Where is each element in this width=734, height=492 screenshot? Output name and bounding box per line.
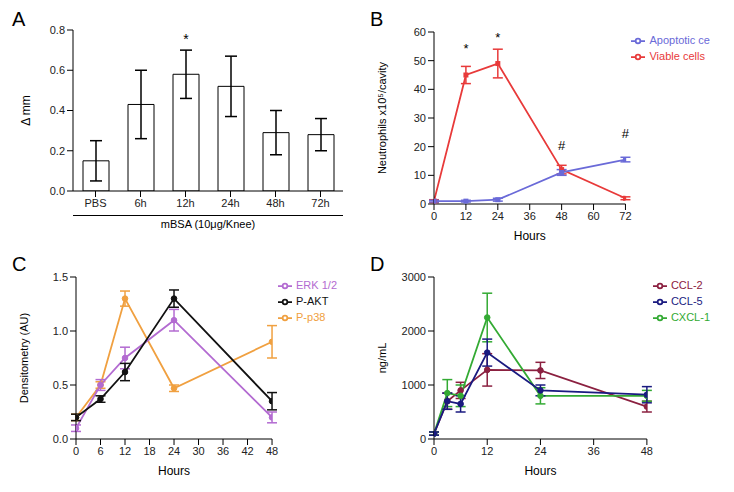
svg-text:1000: 1000 — [402, 379, 426, 391]
svg-text:24h: 24h — [221, 197, 239, 209]
svg-text:24: 24 — [534, 445, 546, 457]
svg-text:30: 30 — [192, 445, 204, 457]
svg-text:Densitometry (AU): Densitometry (AU) — [18, 313, 30, 403]
html-text:C: C — [12, 253, 27, 275]
html-text:P-AKT: P-AKT — [296, 295, 329, 308]
svg-text:2000: 2000 — [402, 325, 426, 337]
svg-text:0: 0 — [431, 210, 437, 222]
svg-text:30: 30 — [414, 112, 426, 124]
html-text:mBSA (10μg/Knee): mBSA (10μg/Knee) — [160, 218, 256, 230]
svg-text:36: 36 — [588, 445, 600, 457]
html-text:ERK 1/2: ERK 1/2 — [296, 279, 337, 291]
html-text:Apoptotic ce: Apoptotic ce — [649, 34, 710, 46]
svg-text:42: 42 — [241, 445, 253, 457]
svg-text:24: 24 — [168, 445, 180, 457]
svg-text:0: 0 — [431, 445, 437, 457]
svg-text:0.4: 0.4 — [50, 104, 65, 116]
svg-text:#: # — [558, 138, 566, 153]
svg-text:*: * — [183, 31, 189, 47]
svg-text:48: 48 — [641, 445, 653, 457]
html-text:Viable cells: Viable cells — [649, 50, 705, 63]
svg-text:Hours: Hours — [524, 464, 556, 478]
svg-text:#: # — [622, 126, 630, 141]
svg-text:0: 0 — [73, 445, 79, 457]
svg-text:12h: 12h — [176, 197, 194, 209]
svg-text:3000: 3000 — [402, 271, 426, 283]
svg-text:48h: 48h — [266, 197, 284, 209]
html-text:P-p38: P-p38 — [296, 311, 326, 324]
svg-text:20: 20 — [414, 141, 426, 153]
svg-text:12: 12 — [119, 445, 131, 457]
svg-text:0: 0 — [420, 198, 426, 210]
svg-text:0.8: 0.8 — [50, 24, 65, 36]
svg-text:40: 40 — [414, 83, 426, 95]
svg-text:ng/mL: ng/mL — [376, 343, 388, 374]
svg-text:12: 12 — [460, 210, 472, 222]
svg-text:36: 36 — [524, 210, 536, 222]
html-text:CCL-5: CCL-5 — [670, 295, 703, 308]
svg-text:0.2: 0.2 — [50, 145, 65, 157]
svg-text:60: 60 — [587, 210, 599, 222]
svg-text:0.6: 0.6 — [50, 64, 65, 76]
svg-text:Hours: Hours — [514, 229, 546, 243]
svg-text:6h: 6h — [134, 197, 146, 209]
svg-text:PBS: PBS — [84, 197, 106, 209]
svg-text:0: 0 — [420, 433, 426, 445]
svg-text:*: * — [495, 30, 500, 45]
html-text:B: B — [370, 8, 384, 30]
svg-text:24: 24 — [492, 210, 504, 222]
svg-text:0.5: 0.5 — [53, 379, 68, 391]
svg-text:60: 60 — [414, 26, 426, 38]
svg-text:0.0: 0.0 — [50, 185, 65, 197]
svg-text:1.5: 1.5 — [53, 271, 68, 283]
svg-text:72h: 72h — [311, 197, 329, 209]
html-text:CXCL-1: CXCL-1 — [670, 311, 710, 324]
svg-text:72: 72 — [619, 210, 631, 222]
svg-text:1.0: 1.0 — [53, 325, 68, 337]
svg-text:Neutrophils x10⁵/cavity: Neutrophils x10⁵/cavity — [376, 61, 388, 174]
html-text:CCL-2: CCL-2 — [670, 279, 703, 291]
svg-text:18: 18 — [143, 445, 155, 457]
svg-text:Δ mm: Δ mm — [19, 95, 33, 126]
svg-text:*: * — [463, 41, 468, 56]
svg-text:Hours: Hours — [158, 464, 190, 478]
svg-text:50: 50 — [414, 55, 426, 67]
svg-text:0.0: 0.0 — [53, 433, 68, 445]
html-text:A: A — [12, 8, 26, 30]
svg-text:6: 6 — [97, 445, 103, 457]
svg-text:48: 48 — [556, 210, 568, 222]
html-text:D: D — [370, 253, 385, 275]
svg-text:12: 12 — [481, 445, 493, 457]
svg-text:36: 36 — [217, 445, 229, 457]
svg-text:48: 48 — [266, 445, 278, 457]
svg-text:10: 10 — [414, 169, 426, 181]
